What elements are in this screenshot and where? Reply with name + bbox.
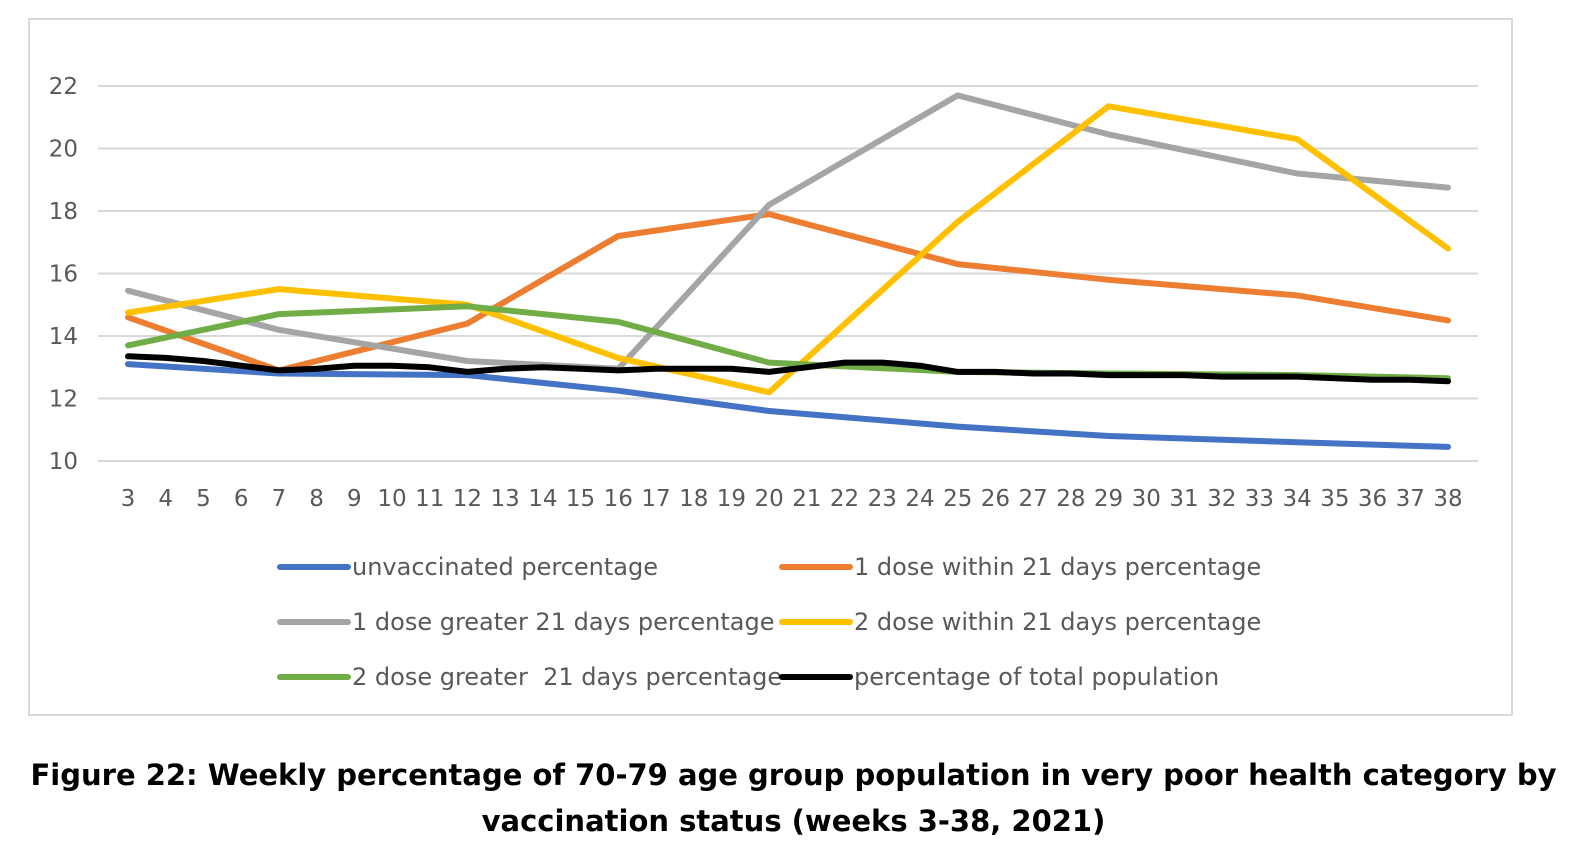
y-tick-label: 14 <box>49 324 78 350</box>
x-tick-label: 9 <box>347 486 362 512</box>
x-tick-label: 4 <box>158 486 173 512</box>
x-tick-label: 32 <box>1207 486 1236 512</box>
x-tick-label: 17 <box>641 486 670 512</box>
x-tick-label: 26 <box>981 486 1010 512</box>
x-tick-label: 16 <box>604 486 633 512</box>
series-line-6 <box>125 353 1451 385</box>
x-tick-label: 15 <box>566 486 595 512</box>
legend-label-4: 2 dose within 21 days percentage <box>854 608 1261 636</box>
x-tick-label: 18 <box>679 486 708 512</box>
x-tick-label: 21 <box>792 486 821 512</box>
x-tick-label: 8 <box>309 486 324 512</box>
legend-label-1: unvaccinated percentage <box>352 553 658 581</box>
x-tick-label: 14 <box>528 486 557 512</box>
x-tick-label: 28 <box>1056 486 1085 512</box>
x-tick-label: 38 <box>1433 486 1462 512</box>
legend-label-6: percentage of total population <box>854 663 1219 691</box>
x-tick-label: 35 <box>1320 486 1349 512</box>
y-tick-label: 10 <box>49 449 78 475</box>
caption-line-2: vaccination status (weeks 3-38, 2021) <box>481 804 1106 838</box>
x-tick-label: 23 <box>868 486 897 512</box>
y-tick-label: 16 <box>49 262 78 288</box>
y-tick-label: 12 <box>49 387 78 413</box>
x-tick-label: 27 <box>1019 486 1048 512</box>
x-tick-label: 7 <box>272 486 287 512</box>
legend-label-5: 2 dose greater 21 days percentage <box>352 663 782 691</box>
x-tick-label: 11 <box>415 486 444 512</box>
x-tick-label: 37 <box>1396 486 1425 512</box>
legend-label-3: 1 dose greater 21 days percentage <box>352 608 775 636</box>
x-tick-label: 3 <box>121 486 136 512</box>
series-line-1 <box>125 361 1451 450</box>
chart-frame: 10 12 14 16 18 20 22 3 4 5 6 7 8 9 10 11 12 13 14 15 16 17 18… <box>28 18 1513 716</box>
x-tick-label: 36 <box>1358 486 1387 512</box>
x-tick-label: 33 <box>1245 486 1274 512</box>
x-tick-label: 31 <box>1169 486 1198 512</box>
x-tick-label: 34 <box>1283 486 1312 512</box>
x-tick-label: 10 <box>377 486 406 512</box>
x-tick-label: 22 <box>830 486 859 512</box>
x-tick-label: 20 <box>755 486 784 512</box>
x-tick-label: 12 <box>453 486 482 512</box>
series-line-3 <box>125 92 1451 372</box>
y-tick-label: 22 <box>49 74 78 100</box>
series-line-2 <box>125 211 1451 374</box>
y-tick-label: 20 <box>49 137 78 163</box>
legend-label-2: 1 dose within 21 days percentage <box>854 553 1261 581</box>
x-tick-label: 6 <box>234 486 249 512</box>
x-tick-label: 25 <box>943 486 972 512</box>
x-tick-label: 5 <box>196 486 211 512</box>
x-tick-label: 13 <box>491 486 520 512</box>
figure-caption: Figure 22: Weekly percentage of 70-79 ag… <box>0 752 1587 844</box>
caption-line-1: Figure 22: Weekly percentage of 70-79 ag… <box>30 758 1557 792</box>
y-tick-label: 18 <box>49 199 78 225</box>
x-tick-label: 29 <box>1094 486 1123 512</box>
x-tick-label: 24 <box>905 486 934 512</box>
series-line-4 <box>125 103 1451 396</box>
x-tick-label: 30 <box>1132 486 1161 512</box>
x-tick-label: 19 <box>717 486 746 512</box>
